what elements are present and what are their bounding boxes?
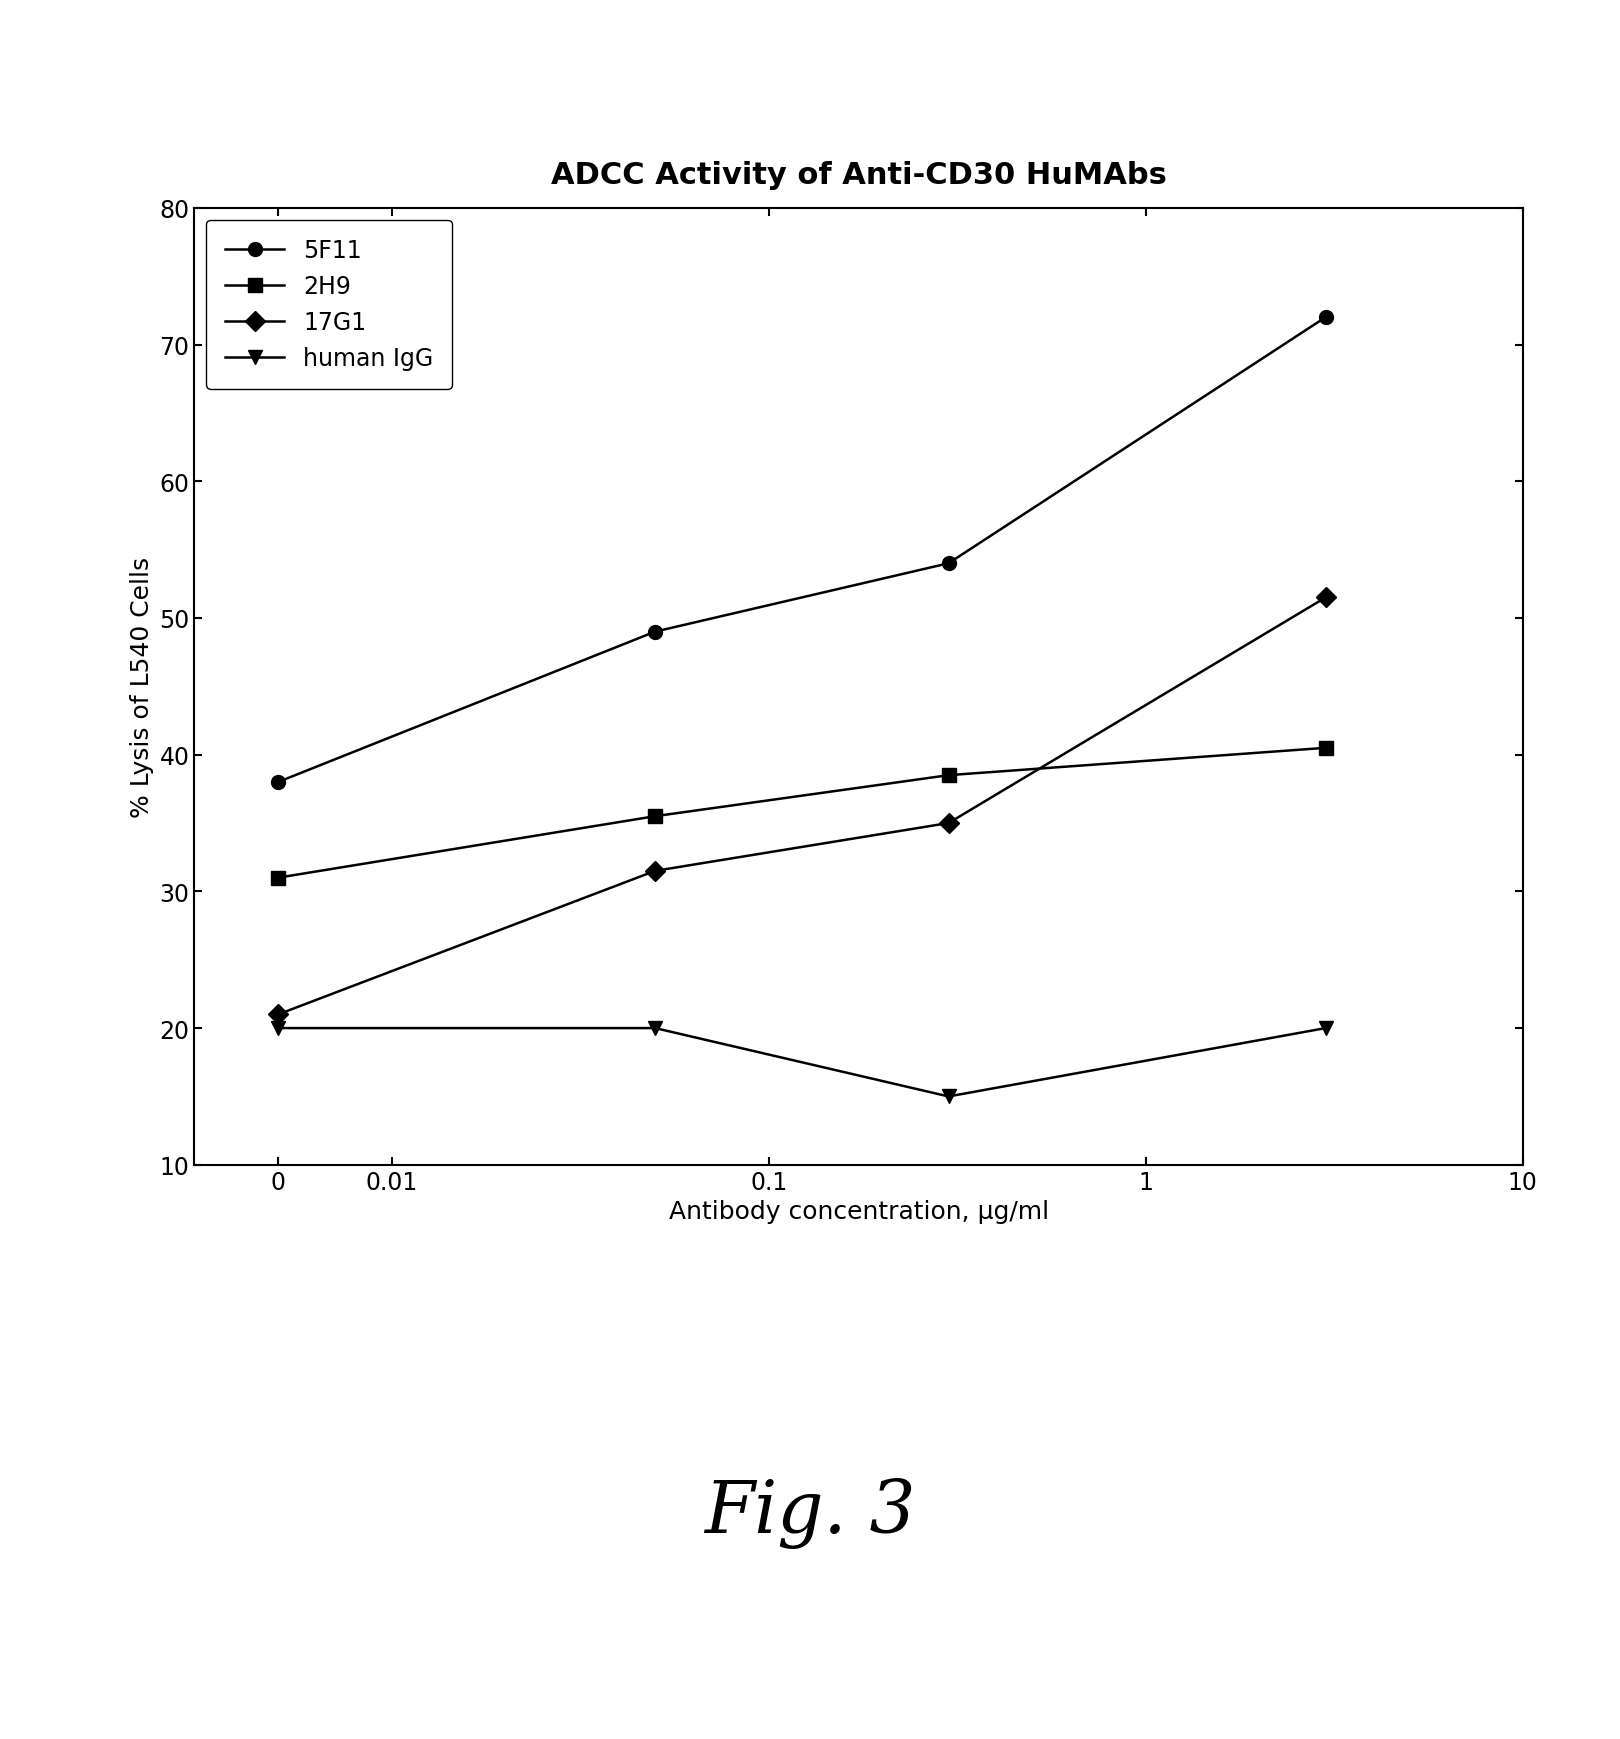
5F11 (269, 772, 288, 793)
X-axis label: Antibody concentration, μg/ml: Antibody concentration, μg/ml (669, 1200, 1048, 1224)
Line: 2H9: 2H9 (271, 741, 1333, 885)
Line: human IgG: human IgG (271, 1021, 1333, 1104)
17G1 (269, 1005, 288, 1026)
17G1 (645, 861, 664, 882)
human IgG (1315, 1017, 1335, 1038)
Y-axis label: % Lysis of L540 Cells: % Lysis of L540 Cells (130, 556, 154, 817)
5F11 (940, 553, 959, 574)
Legend: 5F11, 2H9, 17G1, human IgG: 5F11, 2H9, 17G1, human IgG (206, 221, 452, 390)
2H9 (1315, 737, 1335, 758)
Text: Fig. 3: Fig. 3 (705, 1478, 915, 1548)
human IgG (269, 1017, 288, 1038)
Line: 17G1: 17G1 (271, 591, 1333, 1023)
2H9 (269, 868, 288, 889)
2H9 (645, 807, 664, 828)
human IgG (940, 1087, 959, 1108)
Line: 5F11: 5F11 (271, 311, 1333, 790)
5F11 (1315, 308, 1335, 329)
5F11 (645, 623, 664, 643)
Title: ADCC Activity of Anti-CD30 HuMAbs: ADCC Activity of Anti-CD30 HuMAbs (551, 160, 1166, 190)
2H9 (940, 765, 959, 786)
17G1 (1315, 588, 1335, 609)
17G1 (940, 814, 959, 835)
human IgG (645, 1017, 664, 1038)
